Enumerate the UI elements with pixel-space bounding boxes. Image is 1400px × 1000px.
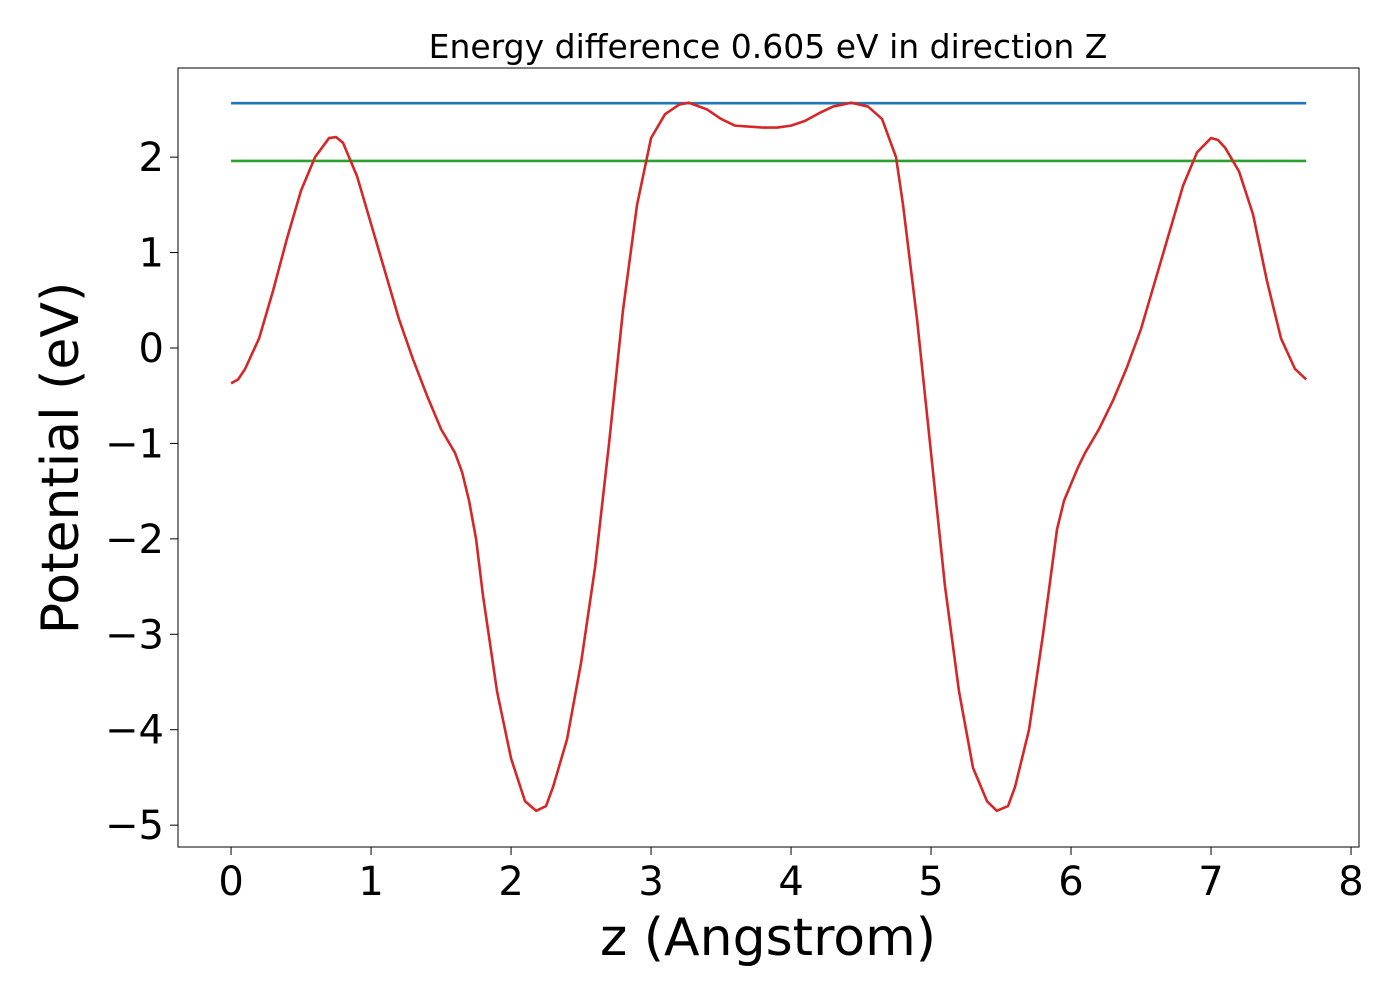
- x-tick-label: 8: [1338, 859, 1363, 905]
- y-tick-label: −4: [105, 708, 164, 754]
- y-tick-label: 1: [139, 231, 164, 277]
- x-tick-label: 5: [918, 859, 943, 905]
- y-axis-label: Potential (eV): [31, 282, 91, 634]
- chart-title: Energy difference 0.605 eV in direction …: [429, 27, 1108, 66]
- x-tick-label: 2: [498, 859, 523, 905]
- x-axis-label: z (Angstrom): [600, 908, 936, 968]
- y-tick-label: −1: [105, 421, 164, 467]
- line: [230, 101, 1308, 813]
- x-tick-label: 6: [1058, 859, 1083, 905]
- y-tick-label: −3: [105, 612, 164, 658]
- y-tick-label: 0: [139, 326, 164, 372]
- x-tick-label: 7: [1198, 859, 1223, 905]
- y-tick-label: 2: [139, 135, 164, 181]
- x-tick-label: 4: [778, 859, 803, 905]
- x-tick-label: 0: [218, 859, 243, 905]
- y-tick-label: −2: [105, 517, 164, 563]
- x-tick-label: 3: [638, 859, 663, 905]
- y-tick-label: −5: [105, 803, 164, 849]
- x-tick-label: 1: [358, 859, 383, 905]
- plot-frame: [177, 67, 1360, 848]
